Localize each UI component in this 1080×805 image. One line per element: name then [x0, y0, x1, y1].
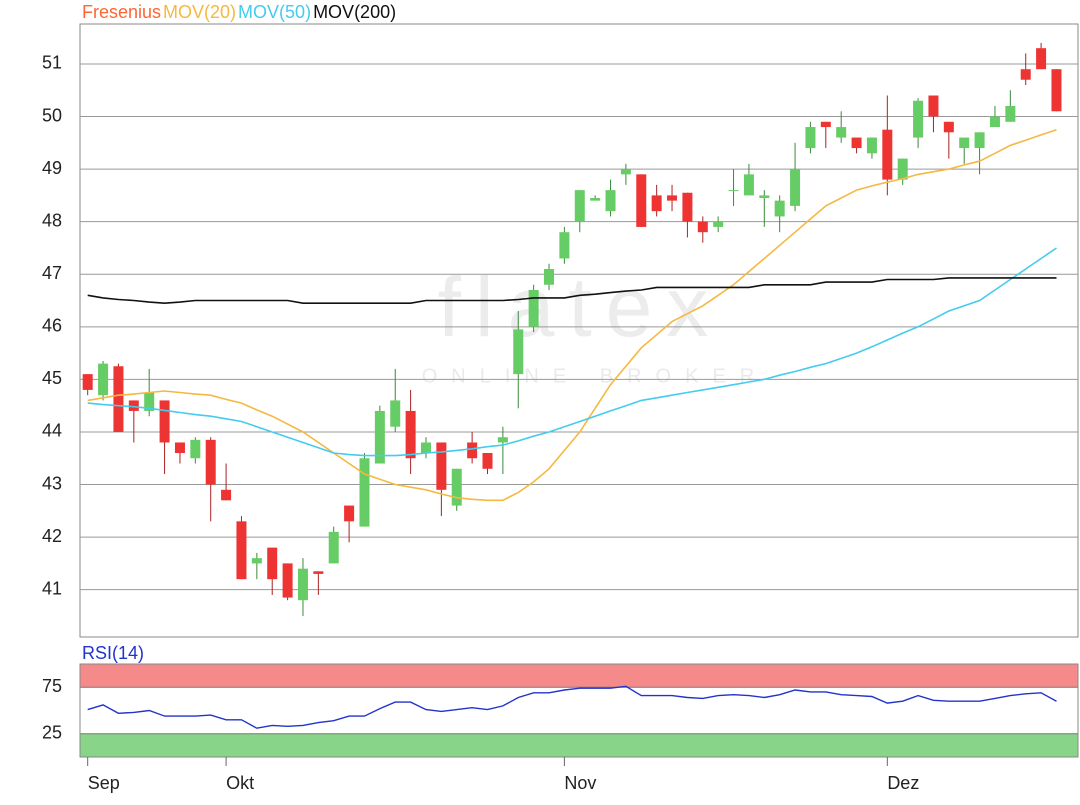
candle-body	[98, 363, 109, 396]
y-tick-label: 50	[42, 105, 62, 125]
candle-body	[559, 232, 570, 259]
x-tick-label: Dez	[887, 773, 919, 793]
y-tick-label: 49	[42, 158, 62, 178]
y-tick-label: 44	[42, 421, 62, 441]
candle-body	[1020, 69, 1031, 80]
candle-body	[574, 190, 585, 222]
candle-body	[251, 558, 262, 564]
candle-body	[128, 400, 139, 411]
moving-average-line	[87, 277, 1057, 305]
candle-body	[882, 129, 893, 180]
candle-body	[374, 410, 385, 464]
candle-body	[482, 452, 493, 469]
candle-body	[174, 442, 185, 453]
candle-body	[667, 195, 678, 201]
candle-body	[528, 290, 539, 327]
candle-body	[651, 195, 662, 212]
candle-body	[989, 116, 1000, 128]
candle-body	[943, 121, 954, 133]
y-tick-label: 43	[42, 473, 62, 493]
y-tick-label: 42	[42, 526, 62, 546]
candle-body	[405, 410, 416, 459]
candle-body	[759, 195, 770, 199]
legend-entry: Fresenius	[82, 2, 161, 22]
y-tick-label: 45	[42, 368, 62, 388]
candle-body	[805, 127, 816, 149]
candle-body	[420, 442, 431, 453]
candle-body	[436, 442, 447, 490]
candle-body	[267, 547, 278, 580]
candle-body	[913, 100, 924, 138]
candle-body	[974, 132, 985, 149]
candle-body	[820, 121, 831, 128]
rsi-frame	[79, 663, 1079, 758]
candle-body	[82, 374, 93, 390]
candle-body	[359, 458, 370, 527]
y-tick-label: 48	[42, 210, 62, 230]
candle-body	[897, 158, 908, 180]
candle-body	[1005, 106, 1016, 122]
y-tick-label: 51	[42, 53, 62, 73]
candle-body	[313, 571, 324, 574]
candle-body	[544, 268, 555, 285]
candle-body	[697, 221, 708, 233]
y-tick-label: 47	[42, 263, 62, 283]
watermark-logo: flatex	[438, 260, 723, 354]
candle-body	[1036, 48, 1047, 70]
legend: Fresenius MOV(20) MOV(50) MOV(200)	[82, 2, 396, 22]
candle-body	[497, 437, 508, 443]
candle-body	[866, 137, 877, 154]
candle-body	[113, 366, 124, 432]
moving-average-line	[87, 128, 1057, 502]
candle-body	[743, 174, 754, 196]
candle-body	[1051, 69, 1062, 112]
candle-body	[590, 198, 601, 201]
candle-body	[605, 190, 616, 212]
candle-body	[851, 137, 862, 149]
x-tick-label: Nov	[564, 773, 596, 793]
candle-body	[928, 95, 939, 117]
candle-body	[390, 400, 401, 427]
candle-body	[836, 127, 847, 138]
candle-body	[728, 190, 739, 192]
candle-body	[144, 392, 155, 411]
candle-body	[790, 169, 801, 206]
candle-body	[344, 505, 355, 522]
candle-body	[959, 137, 970, 149]
candle-body	[297, 568, 308, 601]
candle-body	[713, 221, 724, 227]
candle-body	[636, 174, 647, 227]
candle-body	[190, 439, 201, 459]
candle-body	[620, 169, 631, 175]
legend-entry: MOV(50)	[238, 2, 311, 22]
candle-body	[451, 468, 462, 506]
legend-entry: MOV(20)	[163, 2, 236, 22]
rsi-line	[87, 685, 1057, 729]
y-tick-label: 25	[42, 723, 62, 743]
y-tick-label: 75	[42, 676, 62, 696]
legend-entry: MOV(200)	[313, 2, 396, 22]
candle-body	[221, 489, 232, 501]
overbought-zone	[80, 664, 1078, 688]
x-tick-label: Sep	[88, 773, 120, 793]
candle-body	[236, 521, 247, 580]
moving-average-line	[87, 247, 1057, 457]
candle-body	[774, 200, 785, 217]
watermark-tagline: ONLINE BROKER	[422, 365, 768, 387]
candle-body	[205, 439, 216, 485]
y-tick-label: 46	[42, 316, 62, 336]
candle-body	[159, 400, 170, 443]
candle-body	[328, 531, 339, 564]
candle-body	[282, 563, 293, 598]
y-tick-label: 41	[42, 578, 62, 598]
candle-body	[682, 192, 693, 222]
candle-body	[513, 329, 524, 375]
rsi-label: RSI(14)	[82, 643, 144, 663]
x-tick-label: Okt	[226, 773, 254, 793]
oversold-zone	[80, 733, 1078, 757]
candle-body	[467, 442, 478, 459]
